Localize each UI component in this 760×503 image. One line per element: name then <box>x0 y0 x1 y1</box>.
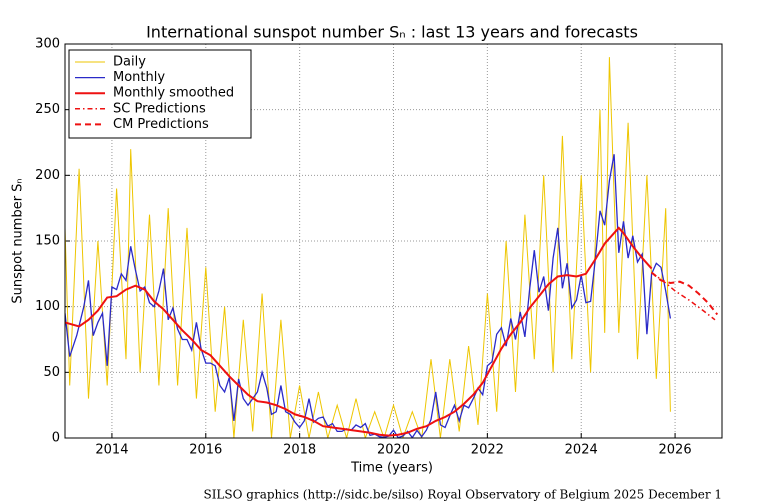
legend-label: SC Predictions <box>113 101 206 116</box>
plot-frame <box>64 43 723 439</box>
x-tick-label: 2016 <box>189 443 222 458</box>
y-axis-label: Sunspot number Sₙ <box>11 178 26 303</box>
x-tick-label: 2022 <box>471 443 504 458</box>
y-tick-label: 50 <box>43 365 60 380</box>
y-tick-label: 0 <box>52 431 60 446</box>
series-line <box>65 57 671 438</box>
legend-label: CM Predictions <box>113 117 209 132</box>
x-tick-label: 2018 <box>283 443 316 458</box>
legend-label: Monthly smoothed <box>113 86 234 101</box>
legend-label: Monthly <box>113 70 165 85</box>
x-tick-label: 2020 <box>377 443 410 458</box>
y-tick-label: 300 <box>35 37 60 52</box>
x-tick-label: 2024 <box>565 443 598 458</box>
y-tick-label: 100 <box>35 299 60 314</box>
x-axis-label: Time (years) <box>350 461 433 476</box>
y-tick-label: 150 <box>35 234 60 249</box>
footer: SILSO graphics (http://sidc.be/silso) Ro… <box>203 488 722 502</box>
series-line <box>65 226 653 437</box>
legend-label: Daily <box>113 55 146 70</box>
legend-box <box>68 49 252 139</box>
x-tick-label: 2026 <box>659 443 692 458</box>
chart-title: International sunspot number Sₙ : last 1… <box>146 23 638 42</box>
y-tick-label: 200 <box>35 168 60 183</box>
y-tick-label: 250 <box>35 102 60 117</box>
series-line <box>65 154 672 438</box>
x-tick-label: 2014 <box>95 443 128 458</box>
series-line <box>650 271 719 316</box>
